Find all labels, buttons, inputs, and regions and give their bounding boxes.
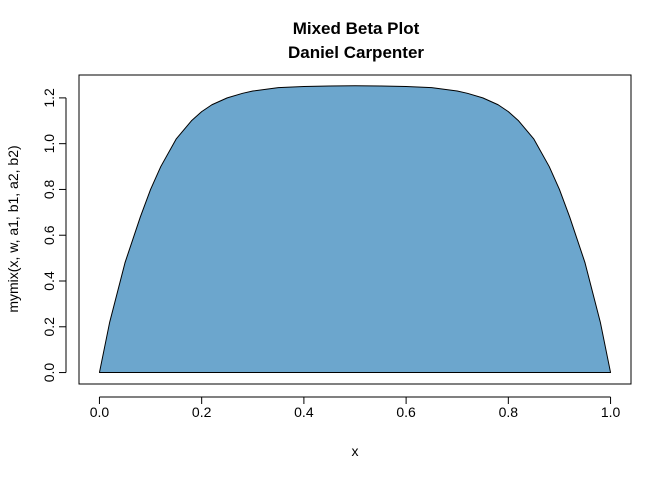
- x-tick-label: 1.0: [601, 404, 621, 420]
- density-area: [98, 85, 612, 374]
- x-tick-label: 0.0: [90, 404, 110, 420]
- x-tick-label: 0.8: [499, 404, 519, 420]
- y-tick-label: 0.6: [41, 225, 57, 245]
- y-tick-label: 0.0: [41, 363, 57, 383]
- x-axis-label: x: [352, 443, 359, 459]
- x-tick-label: 0.4: [294, 404, 314, 420]
- y-tick-label: 1.0: [41, 134, 57, 154]
- y-tick-label: 0.8: [41, 179, 57, 199]
- chart-subtitle: Daniel Carpenter: [288, 43, 424, 62]
- y-axis: 0.0 0.2 0.4 0.6 0.8 1.0 1.2: [41, 88, 67, 383]
- x-axis: 0.0 0.2 0.4 0.6 0.8 1.0: [90, 396, 621, 420]
- chart-title: Mixed Beta Plot: [293, 19, 420, 38]
- y-tick-label: 0.2: [41, 317, 57, 337]
- x-tick-label: 0.6: [396, 404, 416, 420]
- plot-area: [98, 85, 612, 374]
- y-tick-label: 0.4: [41, 271, 57, 291]
- y-axis-label: mymix(x, w, a1, b1, a2, b2): [5, 145, 21, 312]
- plot-frame: [78, 74, 632, 385]
- y-tick-label: 1.2: [41, 88, 57, 108]
- x-tick-label: 0.2: [192, 404, 212, 420]
